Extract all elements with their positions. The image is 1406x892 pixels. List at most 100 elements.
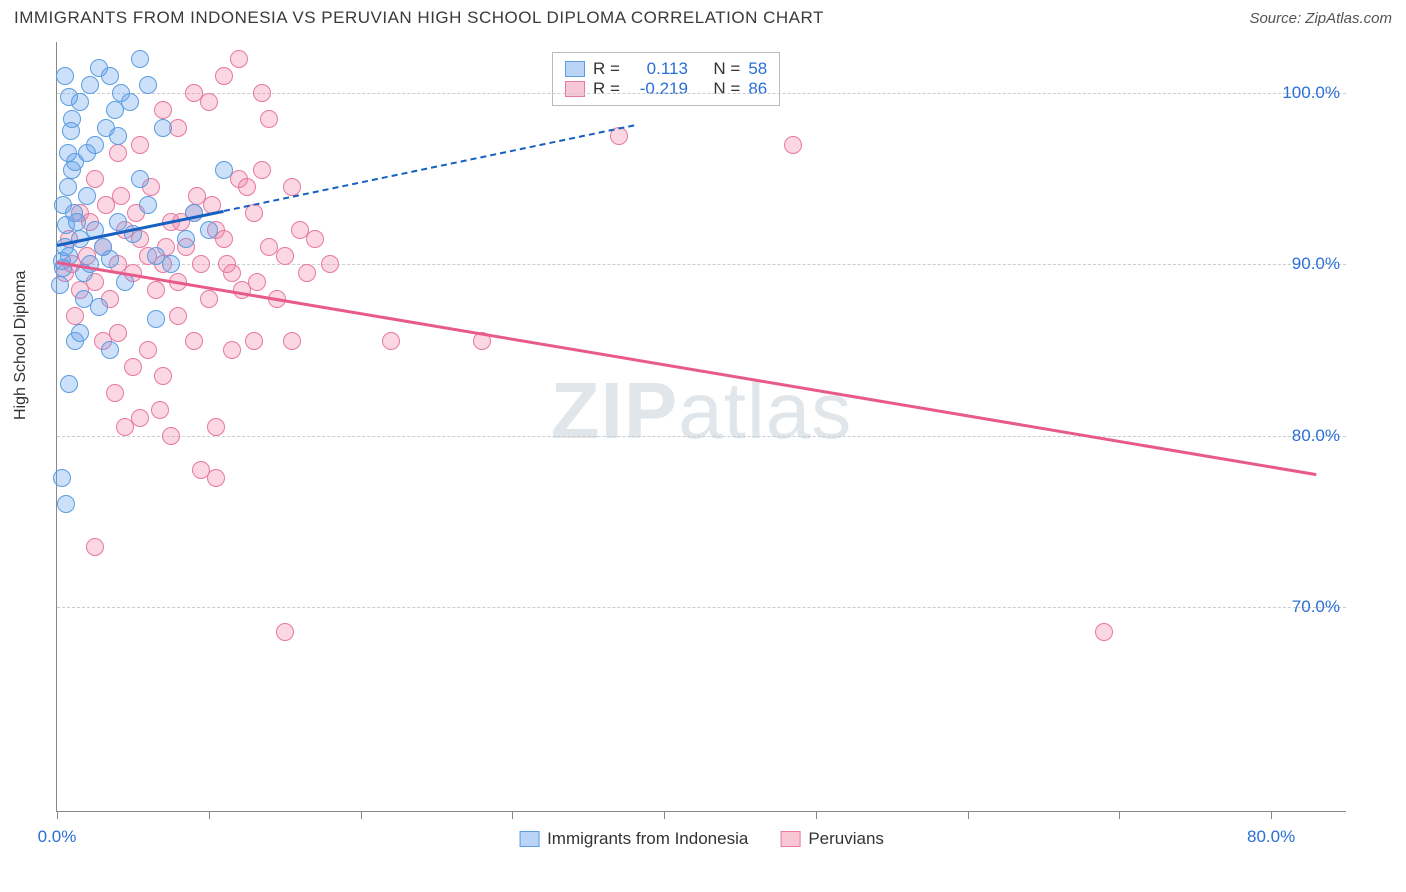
gridline-h (57, 436, 1346, 437)
scatter-point-a (147, 310, 165, 328)
scatter-point-b (154, 101, 172, 119)
scatter-point-a (177, 230, 195, 248)
scatter-point-a (109, 127, 127, 145)
scatter-point-a (57, 495, 75, 513)
scatter-point-a (162, 255, 180, 273)
series-legend: Immigrants from Indonesia Peruvians (519, 829, 884, 849)
x-tick (816, 811, 817, 819)
scatter-point-a (53, 469, 71, 487)
stats-row-b: R = -0.219 N = 86 (565, 79, 767, 99)
y-tick-label: 90.0% (1292, 254, 1340, 274)
scatter-point-b (238, 178, 256, 196)
scatter-point-b (86, 538, 104, 556)
scatter-point-b (192, 255, 210, 273)
scatter-point-a (101, 250, 119, 268)
scatter-point-b (253, 84, 271, 102)
watermark-bold: ZIP (551, 366, 678, 455)
scatter-point-b (109, 144, 127, 162)
y-tick-label: 70.0% (1292, 597, 1340, 617)
scatter-point-a (63, 110, 81, 128)
stats-row-a: R = 0.113 N = 58 (565, 59, 767, 79)
gridline-h (57, 93, 1346, 94)
y-tick-label: 100.0% (1282, 83, 1340, 103)
scatter-point-a (68, 213, 86, 231)
swatch-a-icon (519, 831, 539, 847)
scatter-point-a (101, 341, 119, 359)
scatter-point-a (59, 178, 77, 196)
r-value-b: -0.219 (628, 79, 688, 99)
scatter-point-b (169, 307, 187, 325)
scatter-point-a (200, 221, 218, 239)
scatter-point-b (200, 93, 218, 111)
watermark: ZIPatlas (551, 365, 852, 457)
scatter-point-a (131, 170, 149, 188)
scatter-point-b (215, 230, 233, 248)
scatter-point-a (56, 67, 74, 85)
scatter-point-b (162, 427, 180, 445)
scatter-point-b (245, 332, 263, 350)
scatter-point-a (215, 161, 233, 179)
x-tick (1271, 811, 1272, 819)
n-value-a: 58 (748, 59, 767, 79)
scatter-point-a (101, 67, 119, 85)
scatter-point-b (139, 341, 157, 359)
scatter-point-b (218, 255, 236, 273)
scatter-point-a (121, 93, 139, 111)
scatter-point-b (106, 384, 124, 402)
source-attribution: Source: ZipAtlas.com (1249, 10, 1392, 27)
x-tick-label: 80.0% (1247, 827, 1295, 847)
scatter-point-b (276, 623, 294, 641)
scatter-point-b (109, 324, 127, 342)
scatter-point-a (78, 144, 96, 162)
x-tick (57, 811, 58, 819)
swatch-b-icon (780, 831, 800, 847)
x-tick (209, 811, 210, 819)
scatter-point-a (78, 187, 96, 205)
gridline-h (57, 607, 1346, 608)
scatter-point-a (139, 76, 157, 94)
scatter-point-b (382, 332, 400, 350)
x-tick-label: 0.0% (38, 827, 77, 847)
scatter-point-a (60, 375, 78, 393)
scatter-point-a (51, 276, 69, 294)
scatter-point-b (253, 161, 271, 179)
x-tick (361, 811, 362, 819)
scatter-point-b (185, 332, 203, 350)
scatter-point-a (109, 213, 127, 231)
scatter-point-b (306, 230, 324, 248)
scatter-point-a (139, 196, 157, 214)
scatter-point-b (207, 418, 225, 436)
scatter-point-b (200, 290, 218, 308)
scatter-point-b (784, 136, 802, 154)
chart-header: IMMIGRANTS FROM INDONESIA VS PERUVIAN HI… (0, 0, 1406, 32)
scatter-point-b (230, 50, 248, 68)
scatter-point-b (223, 341, 241, 359)
scatter-point-b (124, 358, 142, 376)
scatter-point-a (54, 196, 72, 214)
scatter-point-b (86, 170, 104, 188)
r-label: R = (593, 79, 620, 99)
scatter-point-b (215, 67, 233, 85)
scatter-point-b (1095, 623, 1113, 641)
scatter-point-a (90, 298, 108, 316)
scatter-point-b (112, 187, 130, 205)
scatter-point-b (207, 469, 225, 487)
chart-title: IMMIGRANTS FROM INDONESIA VS PERUVIAN HI… (14, 8, 824, 28)
scatter-point-b (151, 401, 169, 419)
swatch-a-icon (565, 61, 585, 77)
scatter-point-b (131, 409, 149, 427)
y-tick-label: 80.0% (1292, 426, 1340, 446)
gridline-h (57, 264, 1346, 265)
scatter-point-a (60, 88, 78, 106)
r-value-a: 0.113 (628, 59, 688, 79)
scatter-point-a (59, 144, 77, 162)
legend-item-b: Peruvians (780, 829, 884, 849)
x-tick (968, 811, 969, 819)
r-label: R = (593, 59, 620, 79)
legend-label-b: Peruvians (808, 829, 884, 849)
n-value-b: 86 (748, 79, 767, 99)
x-tick (1119, 811, 1120, 819)
swatch-b-icon (565, 81, 585, 97)
scatter-point-b (298, 264, 316, 282)
scatter-point-b (283, 332, 301, 350)
